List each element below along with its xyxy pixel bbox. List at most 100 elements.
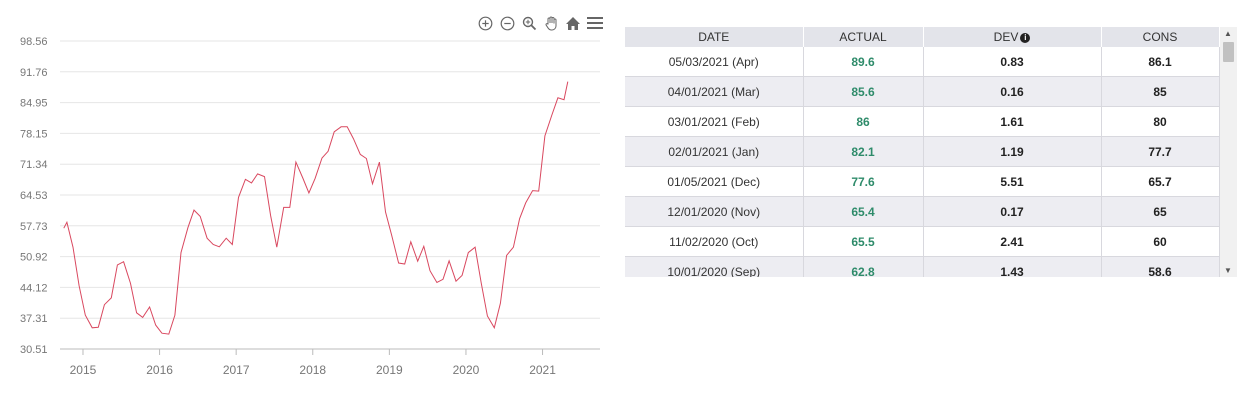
menu-icon[interactable] (586, 14, 604, 32)
info-icon[interactable]: i (1020, 32, 1031, 43)
data-point[interactable] (301, 176, 304, 179)
table-row[interactable]: 10/01/2020 (Sep) 62.8 1.43 58.6 (625, 256, 1220, 277)
data-point[interactable] (141, 316, 144, 319)
zoom-in-icon[interactable] (476, 14, 494, 32)
data-point[interactable] (493, 326, 496, 329)
data-point[interactable] (441, 278, 444, 281)
data-point[interactable] (167, 333, 170, 336)
header-actual[interactable]: ACTUAL (803, 27, 924, 47)
data-point[interactable] (97, 326, 100, 329)
data-point[interactable] (474, 246, 477, 249)
data-point[interactable] (62, 227, 65, 230)
data-point[interactable] (218, 245, 221, 248)
scroll-up-arrow-icon[interactable]: ▲ (1224, 29, 1232, 38)
data-point[interactable] (225, 237, 228, 240)
data-point[interactable] (384, 210, 387, 213)
data-point[interactable] (397, 262, 400, 265)
data-point[interactable] (550, 114, 553, 117)
table-row[interactable]: 02/01/2021 (Jan) 82.1 1.19 77.7 (625, 136, 1220, 167)
zoom-out-icon[interactable] (498, 14, 516, 32)
series-line[interactable] (63, 81, 569, 335)
pan-hand-icon[interactable] (542, 14, 560, 32)
data-point[interactable] (556, 96, 559, 99)
data-point[interactable] (537, 190, 540, 193)
header-cons[interactable]: CONS (1101, 27, 1220, 47)
data-point[interactable] (244, 178, 247, 181)
table-row[interactable]: 11/02/2020 (Oct) 65.5 2.41 60 (625, 226, 1220, 257)
data-point[interactable] (180, 251, 183, 254)
data-point[interactable] (409, 240, 412, 243)
data-point[interactable] (129, 282, 132, 285)
data-point[interactable] (531, 189, 534, 192)
data-point[interactable] (455, 280, 458, 283)
data-point[interactable] (518, 217, 521, 220)
table-row[interactable]: 12/01/2020 (Nov) 65.4 0.17 65 (625, 196, 1220, 227)
table-scrollbar[interactable]: ▲ ▼ (1220, 27, 1237, 277)
data-point[interactable] (422, 245, 425, 248)
data-point[interactable] (269, 214, 272, 217)
data-point[interactable] (566, 80, 569, 83)
data-point[interactable] (352, 137, 355, 140)
data-point[interactable] (403, 262, 406, 265)
data-point[interactable] (435, 281, 438, 284)
data-point[interactable] (390, 234, 393, 237)
data-point[interactable] (461, 274, 464, 277)
data-point[interactable] (231, 243, 234, 246)
data-point[interactable] (237, 196, 240, 199)
line-chart[interactable]: 98.56 91.76 84.95 78.15 71.34 64.53 57.73 50.92… (0, 0, 610, 404)
data-point[interactable] (486, 315, 489, 318)
data-point[interactable] (288, 206, 291, 209)
data-point[interactable] (499, 302, 502, 305)
data-point[interactable] (359, 153, 362, 156)
data-point[interactable] (135, 311, 138, 314)
data-point[interactable] (307, 191, 310, 194)
table-row[interactable]: 01/05/2021 (Dec) 77.6 5.51 65.7 (625, 166, 1220, 197)
data-point[interactable] (212, 243, 215, 246)
data-point[interactable] (333, 130, 336, 133)
data-point[interactable] (148, 305, 151, 308)
data-point[interactable] (256, 172, 259, 175)
data-point[interactable] (448, 259, 451, 262)
data-point[interactable] (282, 206, 285, 209)
data-point[interactable] (160, 332, 163, 335)
data-point[interactable] (371, 182, 374, 185)
table-row[interactable]: 05/03/2021 (Apr) 89.6 0.83 86.1 (625, 47, 1220, 77)
data-point[interactable] (186, 226, 189, 229)
data-point[interactable] (340, 125, 343, 128)
data-point[interactable] (365, 157, 368, 160)
data-point[interactable] (467, 251, 470, 254)
data-point[interactable] (154, 324, 157, 327)
table-row[interactable]: 04/01/2021 (Mar) 85.6 0.16 85 (625, 76, 1220, 107)
data-point[interactable] (72, 246, 75, 249)
data-point[interactable] (173, 314, 176, 317)
data-point[interactable] (320, 157, 323, 160)
data-point[interactable] (199, 215, 202, 218)
data-point[interactable] (65, 221, 68, 224)
magnify-icon[interactable] (520, 14, 538, 32)
data-point[interactable] (543, 134, 546, 137)
data-point[interactable] (110, 296, 113, 299)
data-point[interactable] (78, 284, 81, 287)
data-point[interactable] (327, 150, 330, 153)
data-point[interactable] (378, 161, 381, 164)
data-point[interactable] (103, 303, 106, 306)
data-point[interactable] (480, 282, 483, 285)
data-point[interactable] (250, 181, 253, 184)
data-point[interactable] (84, 314, 87, 317)
data-point[interactable] (263, 175, 266, 178)
data-point[interactable] (428, 269, 431, 272)
data-point[interactable] (275, 246, 278, 249)
table-row[interactable]: 03/01/2021 (Feb) 86 1.61 80 (625, 106, 1220, 137)
data-point[interactable] (512, 246, 515, 249)
data-point[interactable] (563, 98, 566, 101)
data-point[interactable] (91, 326, 94, 329)
header-date[interactable]: DATE (625, 27, 804, 47)
data-point[interactable] (206, 237, 209, 240)
data-point[interactable] (505, 254, 508, 257)
data-point[interactable] (416, 260, 419, 263)
data-point[interactable] (314, 177, 317, 180)
scroll-thumb[interactable] (1223, 42, 1234, 62)
data-point[interactable] (122, 260, 125, 263)
data-point[interactable] (193, 209, 196, 212)
home-icon[interactable] (564, 14, 582, 32)
